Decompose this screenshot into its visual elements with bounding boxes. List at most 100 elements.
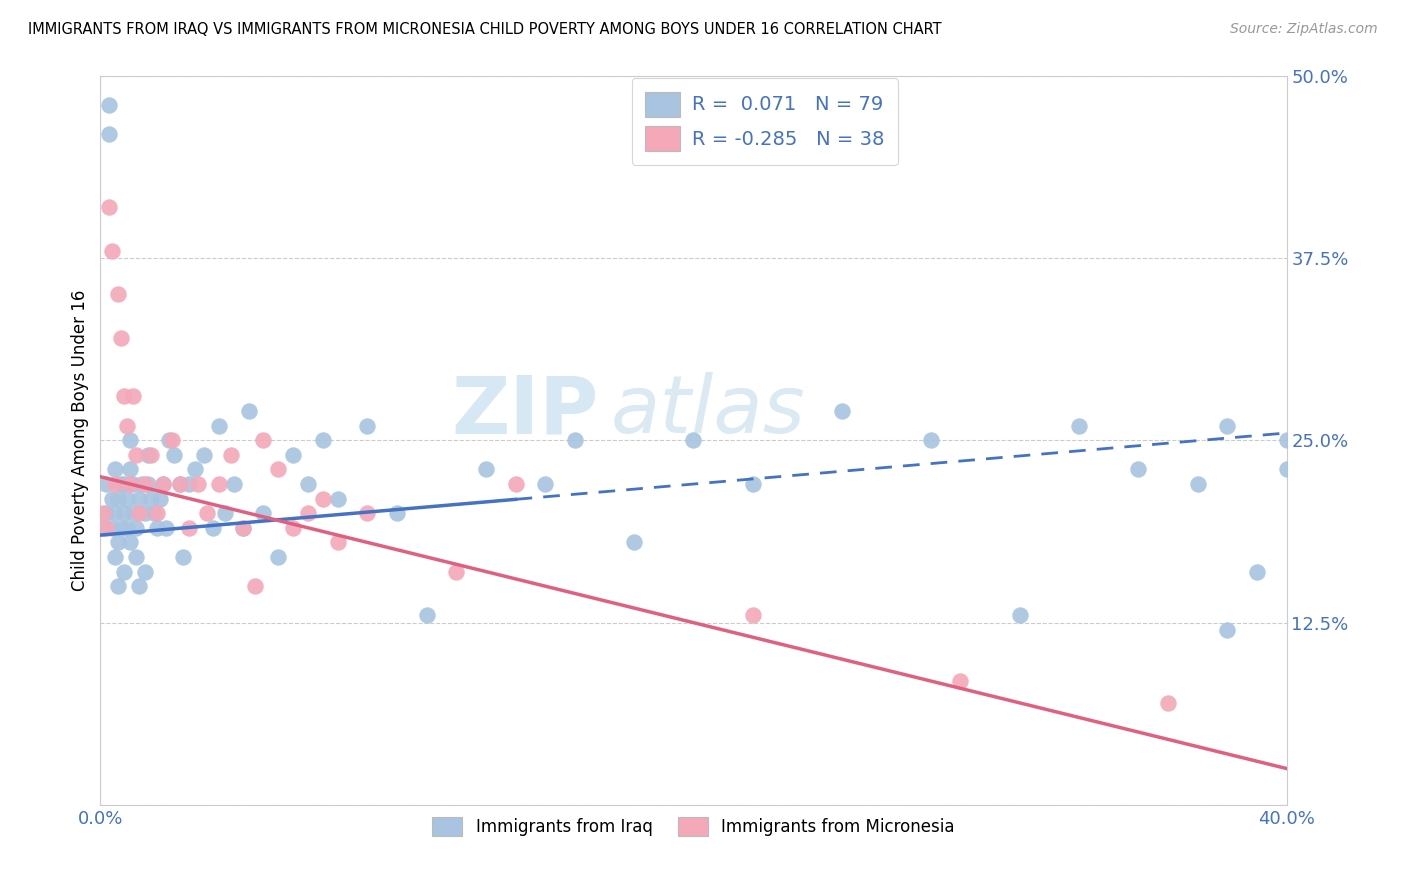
Point bbox=[104, 549, 127, 564]
Point bbox=[475, 462, 498, 476]
Point bbox=[741, 608, 763, 623]
Point bbox=[149, 491, 172, 506]
Point bbox=[356, 506, 378, 520]
Point bbox=[136, 477, 159, 491]
Point bbox=[125, 448, 148, 462]
Point bbox=[920, 434, 942, 448]
Point bbox=[243, 579, 266, 593]
Point bbox=[179, 477, 201, 491]
Point bbox=[139, 491, 162, 506]
Point bbox=[112, 565, 135, 579]
Point bbox=[136, 448, 159, 462]
Point bbox=[163, 448, 186, 462]
Point bbox=[267, 462, 290, 476]
Point bbox=[107, 491, 129, 506]
Point bbox=[96, 521, 118, 535]
Point bbox=[505, 477, 527, 491]
Point bbox=[145, 506, 167, 520]
Point bbox=[110, 331, 132, 345]
Point bbox=[949, 673, 972, 688]
Point bbox=[179, 521, 201, 535]
Point bbox=[104, 462, 127, 476]
Point bbox=[1246, 565, 1268, 579]
Point bbox=[232, 521, 254, 535]
Point bbox=[1275, 462, 1298, 476]
Point bbox=[125, 521, 148, 535]
Point bbox=[91, 506, 114, 520]
Point bbox=[134, 506, 156, 520]
Text: IMMIGRANTS FROM IRAQ VS IMMIGRANTS FROM MICRONESIA CHILD POVERTY AMONG BOYS UNDE: IMMIGRANTS FROM IRAQ VS IMMIGRANTS FROM … bbox=[28, 22, 942, 37]
Point bbox=[112, 390, 135, 404]
Point bbox=[160, 434, 183, 448]
Point bbox=[415, 608, 437, 623]
Point bbox=[104, 477, 127, 491]
Point bbox=[107, 535, 129, 549]
Point bbox=[326, 535, 349, 549]
Point bbox=[118, 434, 141, 448]
Point bbox=[122, 390, 145, 404]
Point bbox=[115, 418, 138, 433]
Point bbox=[172, 549, 194, 564]
Point bbox=[195, 506, 218, 520]
Point bbox=[96, 506, 118, 520]
Point bbox=[193, 448, 215, 462]
Text: Source: ZipAtlas.com: Source: ZipAtlas.com bbox=[1230, 22, 1378, 37]
Point bbox=[564, 434, 586, 448]
Point bbox=[118, 477, 141, 491]
Point bbox=[297, 477, 319, 491]
Point bbox=[444, 565, 467, 579]
Point bbox=[118, 462, 141, 476]
Point bbox=[385, 506, 408, 520]
Point bbox=[145, 521, 167, 535]
Point bbox=[208, 477, 231, 491]
Point bbox=[214, 506, 236, 520]
Text: ZIP: ZIP bbox=[451, 372, 599, 450]
Point bbox=[107, 579, 129, 593]
Point bbox=[682, 434, 704, 448]
Point bbox=[157, 434, 180, 448]
Point bbox=[101, 521, 124, 535]
Point bbox=[187, 477, 209, 491]
Point bbox=[128, 579, 150, 593]
Point bbox=[122, 506, 145, 520]
Point bbox=[134, 477, 156, 491]
Point bbox=[281, 521, 304, 535]
Point bbox=[219, 448, 242, 462]
Point bbox=[115, 521, 138, 535]
Point bbox=[98, 127, 121, 141]
Point bbox=[91, 521, 114, 535]
Point bbox=[155, 521, 177, 535]
Point bbox=[134, 565, 156, 579]
Point bbox=[232, 521, 254, 535]
Point bbox=[1128, 462, 1150, 476]
Point bbox=[112, 506, 135, 520]
Point bbox=[831, 404, 853, 418]
Point bbox=[142, 506, 165, 520]
Point bbox=[312, 434, 335, 448]
Point bbox=[281, 448, 304, 462]
Point bbox=[267, 549, 290, 564]
Point bbox=[118, 535, 141, 549]
Point bbox=[252, 434, 274, 448]
Point bbox=[326, 491, 349, 506]
Point bbox=[96, 477, 118, 491]
Point bbox=[152, 477, 174, 491]
Point bbox=[356, 418, 378, 433]
Point bbox=[98, 200, 121, 214]
Legend: Immigrants from Iraq, Immigrants from Micronesia: Immigrants from Iraq, Immigrants from Mi… bbox=[425, 808, 963, 844]
Point bbox=[252, 506, 274, 520]
Point bbox=[208, 418, 231, 433]
Point bbox=[1187, 477, 1209, 491]
Point bbox=[534, 477, 557, 491]
Y-axis label: Child Poverty Among Boys Under 16: Child Poverty Among Boys Under 16 bbox=[72, 290, 89, 591]
Point bbox=[1008, 608, 1031, 623]
Point bbox=[104, 506, 127, 520]
Point bbox=[169, 477, 191, 491]
Point bbox=[222, 477, 245, 491]
Point bbox=[101, 491, 124, 506]
Point bbox=[152, 477, 174, 491]
Point bbox=[1275, 434, 1298, 448]
Point bbox=[107, 287, 129, 301]
Point bbox=[312, 491, 335, 506]
Point bbox=[98, 97, 121, 112]
